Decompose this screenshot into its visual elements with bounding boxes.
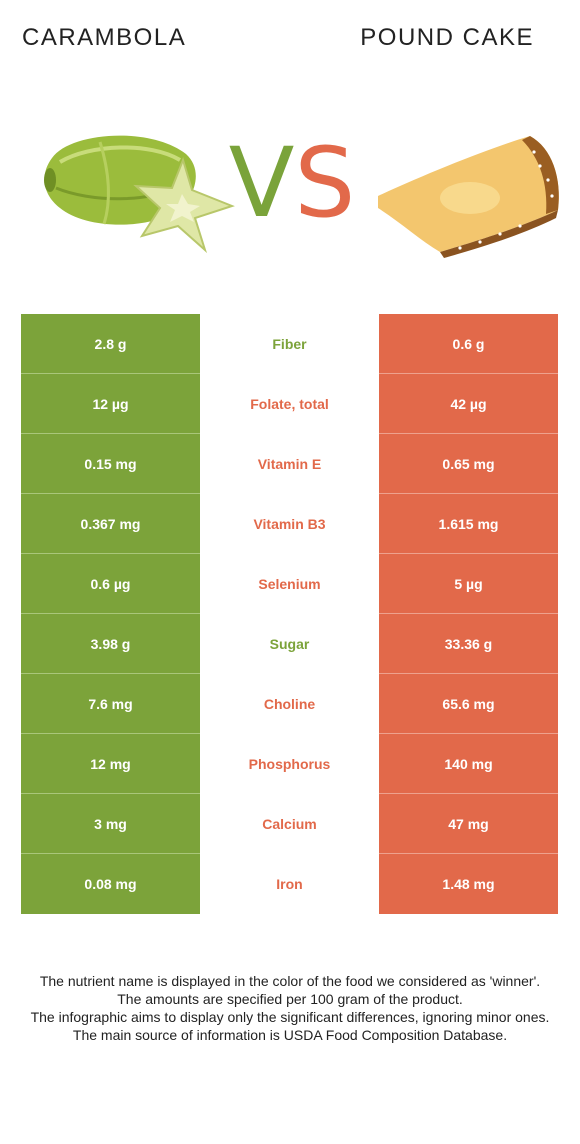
table-row: 2.8 g Fiber 0.6 g [21,314,558,374]
vs-s: S [294,127,356,239]
right-value: 42 µg [379,374,558,434]
footnote: The infographic aims to display only the… [30,1009,550,1025]
left-value: 12 mg [21,734,200,794]
vs-v: V [228,127,295,239]
left-value: 0.367 mg [21,494,200,554]
table-row: 0.6 µg Selenium 5 µg [21,554,558,614]
table-row: 7.6 mg Choline 65.6 mg [21,674,558,734]
left-value: 3 mg [21,794,200,854]
right-value: 0.6 g [379,314,558,374]
footnote: The amounts are specified per 100 gram o… [117,991,463,1007]
right-value: 47 mg [379,794,558,854]
nutrient-name: Sugar [200,614,379,674]
nutrient-name: Choline [200,674,379,734]
right-value: 0.65 mg [379,434,558,494]
right-food-title: POUND CAKE [360,24,534,51]
comparison-table: 2.8 g Fiber 0.6 g 12 µg Folate, total 42… [21,314,558,914]
vs-label: VS [222,128,362,238]
right-value: 65.6 mg [379,674,558,734]
table-row: 0.08 mg Iron 1.48 mg [21,854,558,914]
right-value: 5 µg [379,554,558,614]
nutrient-name: Vitamin B3 [200,494,379,554]
right-value: 1.615 mg [379,494,558,554]
nutrient-name: Folate, total [200,374,379,434]
left-value: 7.6 mg [21,674,200,734]
table-row: 3 mg Calcium 47 mg [21,794,558,854]
table-row: 12 µg Folate, total 42 µg [21,374,558,434]
right-value: 1.48 mg [379,854,558,914]
left-value: 0.6 µg [21,554,200,614]
footnote: The nutrient name is displayed in the co… [39,973,541,989]
table-row: 0.15 mg Vitamin E 0.65 mg [21,434,558,494]
footnotes: The nutrient name is displayed in the co… [20,972,560,1044]
left-value: 12 µg [21,374,200,434]
footnote: The main source of information is USDA F… [72,1027,508,1043]
nutrient-name: Vitamin E [200,434,379,494]
carambola-image [44,135,235,254]
table-row: 0.367 mg Vitamin B3 1.615 mg [21,494,558,554]
nutrient-name: Selenium [200,554,379,614]
table-row: 12 mg Phosphorus 140 mg [21,734,558,794]
right-value: 33.36 g [379,614,558,674]
left-food-title: CARAMBOLA [22,24,187,51]
right-value: 140 mg [379,734,558,794]
left-value: 2.8 g [21,314,200,374]
nutrient-name: Phosphorus [200,734,379,794]
left-value: 0.08 mg [21,854,200,914]
left-value: 0.15 mg [21,434,200,494]
food-images [44,135,559,258]
pound-cake-image [378,136,559,258]
table-row: 3.98 g Sugar 33.36 g [21,614,558,674]
nutrient-name: Calcium [200,794,379,854]
nutrient-name: Iron [200,854,379,914]
nutrient-name: Fiber [200,314,379,374]
left-value: 3.98 g [21,614,200,674]
